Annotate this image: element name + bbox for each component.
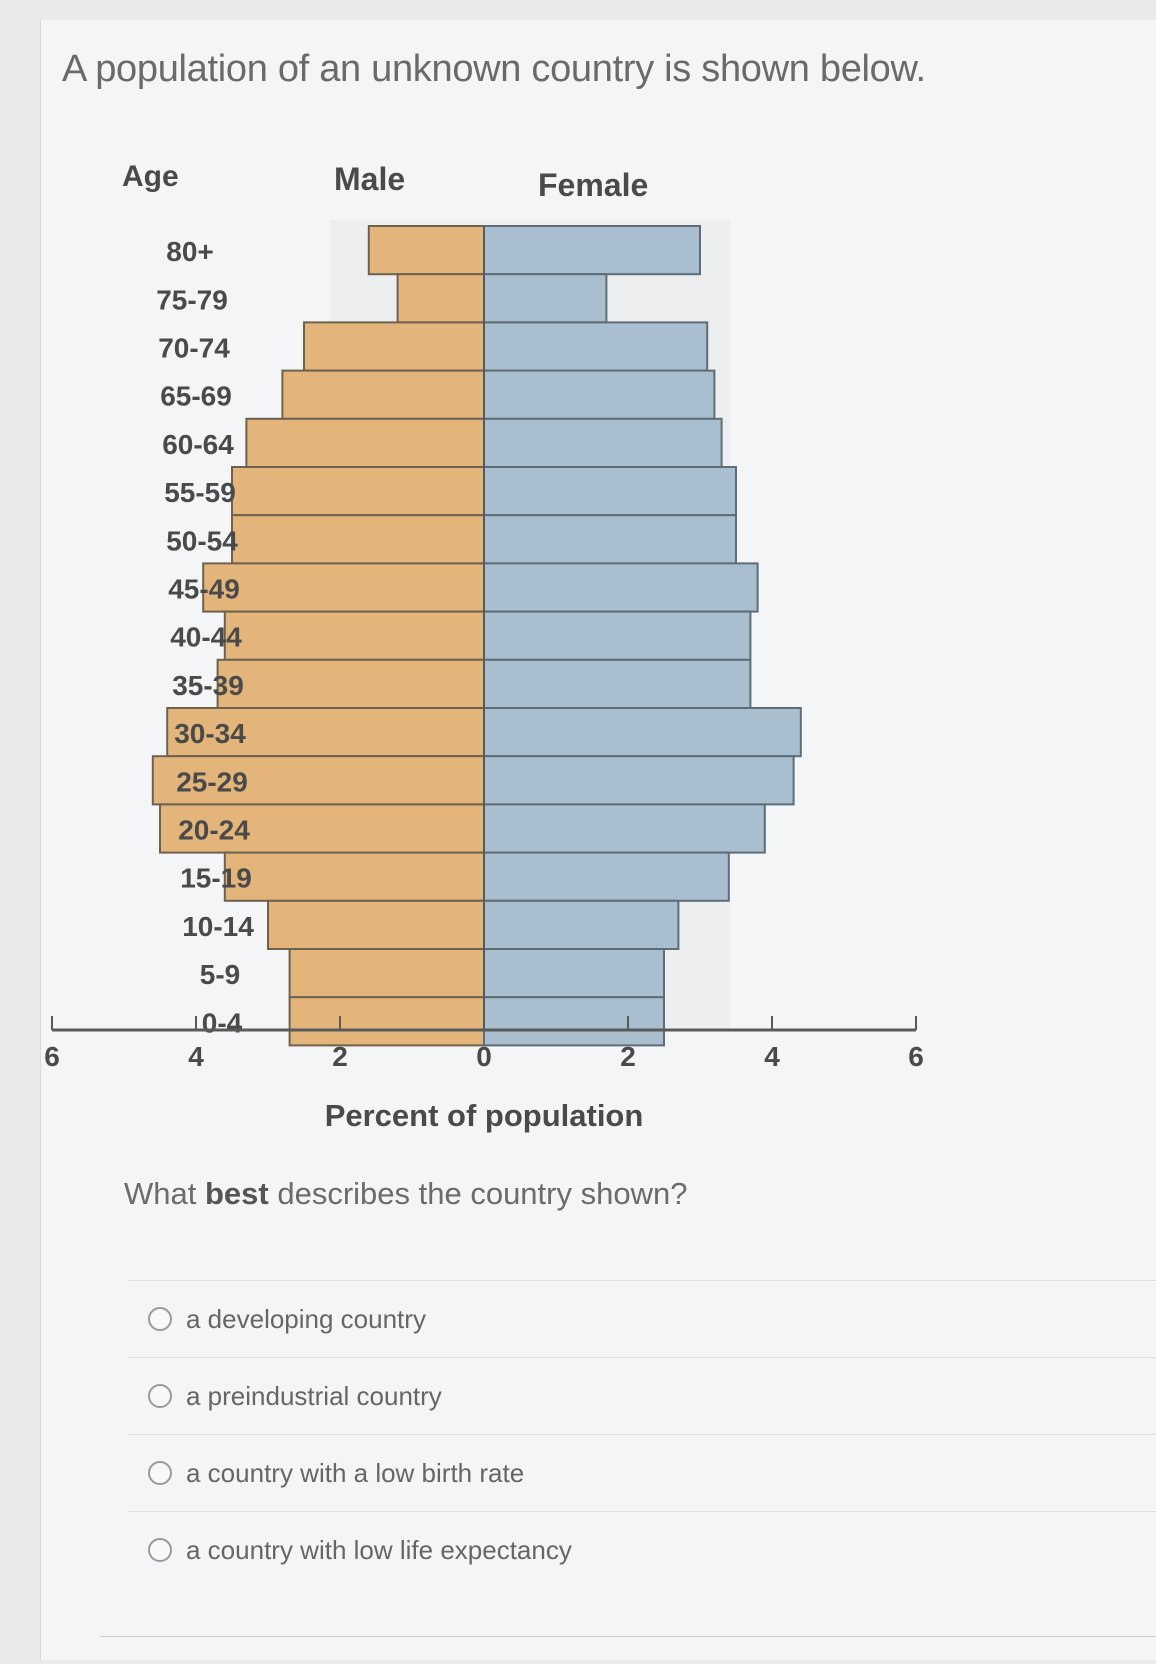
male-bar: [202, 562, 485, 613]
age-group-label: 10-14: [182, 911, 254, 942]
age-group-label: 80+: [166, 236, 214, 267]
age-group-label: 0-4: [202, 1007, 243, 1038]
option-label: a country with low life expectancy: [186, 1534, 572, 1565]
x-tick-label: 6: [44, 1041, 60, 1072]
male-bar: [216, 658, 485, 709]
male-header: Male: [334, 161, 405, 197]
answer-option-low-life-expectancy[interactable]: a country with low life expectancy: [128, 1511, 1156, 1588]
female-bar: [483, 755, 795, 806]
age-group-label: 25-29: [176, 766, 248, 797]
male-bar: [223, 610, 486, 661]
age-group-label: 35-39: [172, 670, 244, 701]
female-bar: [483, 658, 752, 709]
x-tick-label: 6: [908, 1041, 924, 1072]
female-bar: [483, 417, 723, 468]
question-prompt: What best describes the country shown?: [124, 1176, 688, 1211]
age-group-label: 55-59: [164, 477, 236, 508]
female-bar: [483, 610, 752, 661]
female-bar: [483, 514, 737, 565]
female-bar: [483, 466, 737, 517]
x-tick-label: 4: [188, 1041, 204, 1072]
answer-option-developing[interactable]: a developing country: [128, 1280, 1156, 1357]
male-bar: [151, 755, 486, 806]
male-bar: [267, 899, 485, 950]
radio-button[interactable]: [148, 1538, 172, 1562]
age-group-label: 15-19: [180, 863, 252, 894]
age-group-label: 50-54: [166, 525, 238, 556]
age-group-label: 70-74: [158, 333, 230, 364]
answer-option-low-birth-rate[interactable]: a country with a low birth rate: [128, 1434, 1156, 1511]
female-bar: [483, 321, 709, 372]
male-bar: [245, 417, 485, 468]
x-tick-label: 2: [332, 1041, 348, 1072]
radio-button[interactable]: [148, 1461, 172, 1485]
male-bar: [281, 369, 485, 420]
radio-button[interactable]: [148, 1307, 172, 1331]
male-bar: [303, 321, 485, 372]
age-axis-title: Age: [122, 160, 179, 193]
female-bar: [483, 803, 766, 854]
female-bar: [483, 562, 759, 613]
age-group-label: 60-64: [162, 429, 234, 460]
male-bar: [367, 225, 485, 276]
x-tick-label: 0: [476, 1041, 492, 1072]
age-group-label: 45-49: [168, 574, 240, 605]
male-bar: [288, 948, 485, 999]
age-group-label: 20-24: [178, 815, 250, 846]
age-group-label: 40-44: [170, 622, 242, 653]
radio-button[interactable]: [148, 1384, 172, 1408]
female-header: Female: [538, 167, 648, 203]
age-group-label: 65-69: [160, 381, 232, 412]
female-bar: [483, 996, 665, 1047]
answer-option-preindustrial[interactable]: a preindustrial country: [128, 1357, 1156, 1434]
population-pyramid-chart: Age Male Female 80+ 75-79 70-74 65-69 60-64 55-5…: [44, 160, 924, 1133]
age-group-label: 75-79: [156, 284, 228, 315]
female-bar: [483, 851, 730, 902]
female-bar: [483, 273, 608, 324]
male-bar: [231, 514, 485, 565]
female-bar: [483, 707, 802, 758]
bottom-divider: [100, 1636, 1156, 1637]
male-bar: [396, 273, 486, 324]
female-bar: [483, 225, 701, 276]
female-bar: [483, 948, 665, 999]
option-label: a country with a low birth rate: [186, 1457, 525, 1488]
male-bar: [288, 996, 485, 1047]
male-bar: [231, 466, 485, 517]
female-bar: [483, 899, 680, 950]
x-axis-title: Percent of population: [325, 1098, 644, 1133]
option-label: a developing country: [186, 1303, 426, 1334]
option-label: a preindustrial country: [186, 1380, 442, 1411]
question-title: A population of an unknown country is sh…: [62, 48, 926, 90]
x-tick-label: 4: [764, 1041, 780, 1072]
age-group-label: 5-9: [200, 959, 240, 990]
age-group-label: 30-34: [174, 718, 246, 749]
answer-options: a developing country a preindustrial cou…: [128, 1280, 1156, 1588]
x-tick-label: 2: [620, 1041, 636, 1072]
female-bar: [483, 369, 716, 420]
male-bar: [223, 851, 486, 902]
